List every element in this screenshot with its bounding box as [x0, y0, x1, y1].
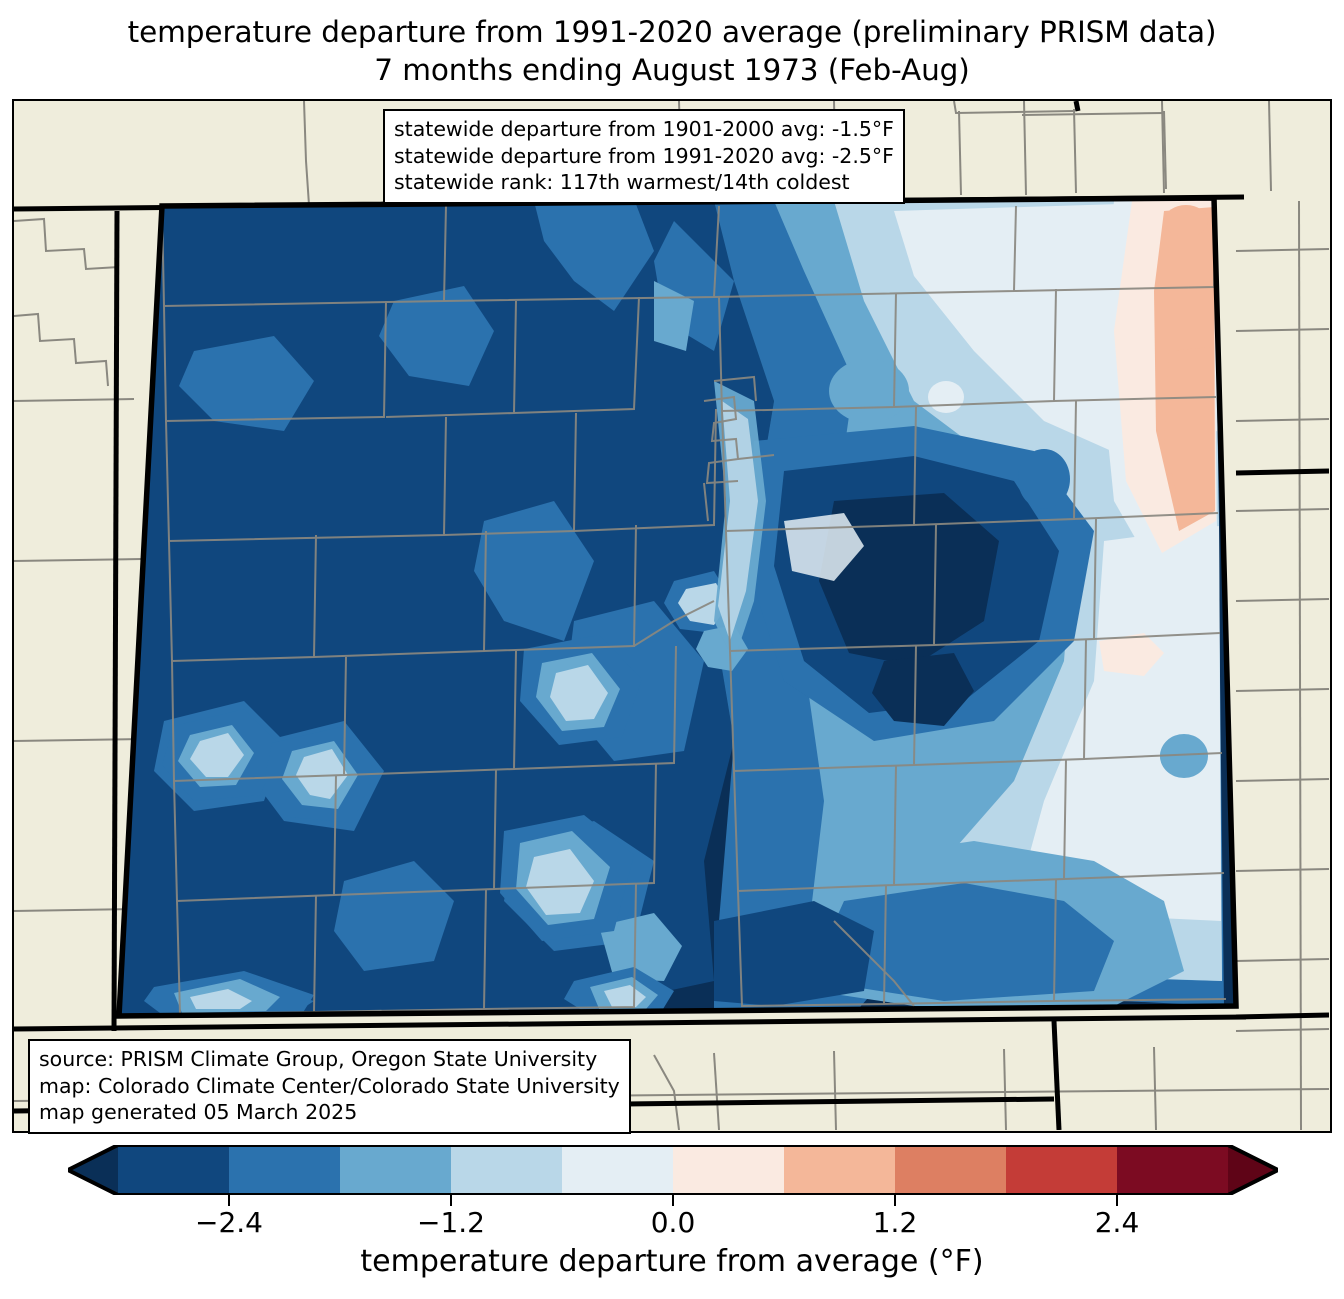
colorbar-tick-1 — [450, 1195, 452, 1206]
map-credit-line: map: Colorado Climate Center/Colorado St… — [39, 1073, 620, 1098]
colorbar-tick-label-1: −1.2 — [417, 1206, 485, 1239]
colorbar-ticks — [0, 1195, 1344, 1207]
colorbar-band-1 — [229, 1145, 341, 1195]
colorbar-band-4 — [562, 1145, 674, 1195]
colorbar-tick-2 — [672, 1195, 674, 1206]
colorbar-tick-4 — [1116, 1195, 1118, 1206]
colorbar-band-8 — [1006, 1145, 1118, 1195]
stat-departure-1901-2000: statewide departure from 1901-2000 avg: … — [394, 117, 894, 141]
colorbar-band-5 — [673, 1145, 785, 1195]
colorbar-tick-label-0: −2.4 — [195, 1206, 263, 1239]
colorbar-tick-labels: −2.4 −1.2 0.0 1.2 2.4 — [0, 1206, 1344, 1244]
statistics-annotation-box: statewide departure from 1901-2000 avg: … — [383, 109, 905, 204]
colorbar-axis-label: temperature departure from average (°F) — [360, 1244, 984, 1279]
colorbar-band-2 — [340, 1145, 452, 1195]
map-generated-line: map generated 05 March 2025 — [39, 1100, 358, 1125]
colorbar-swatches — [68, 1145, 1278, 1195]
figure-title: temperature departure from 1991-2020 ave… — [0, 14, 1344, 90]
southeast-cold-return — [714, 736, 1204, 1006]
colorado-anomaly-map — [14, 101, 1329, 1130]
colorbar-tick-label-4: 2.4 — [1094, 1206, 1140, 1239]
source-line: source: PRISM Climate Group, Oregon Stat… — [39, 1047, 598, 1071]
colorbar-band-7 — [895, 1145, 1007, 1195]
colorbar-tick-label-3: 1.2 — [872, 1206, 918, 1239]
colorbar-tick-0 — [228, 1195, 230, 1206]
source-annotation-box: source: PRISM Climate Group, Oregon Stat… — [28, 1039, 631, 1134]
title-line-2: 7 months ending August 1973 (Feb-Aug) — [374, 52, 970, 87]
title-line-1: temperature departure from 1991-2020 ave… — [127, 15, 1217, 49]
stat-departure-1991-2020: statewide departure from 1991-2020 avg: … — [394, 143, 894, 168]
colorbar-band-3 — [451, 1145, 563, 1195]
stat-statewide-rank: statewide rank: 117th warmest/14th colde… — [394, 170, 850, 195]
colorbar-tick-3 — [894, 1195, 896, 1206]
colorbar: −2.4 −1.2 0.0 1.2 2.4 temperature departure … — [0, 1138, 1344, 1299]
colorbar-tick-label-2: 0.0 — [650, 1206, 696, 1239]
colorbar-under-cap — [68, 1145, 118, 1195]
colorado-county-lines — [161, 198, 1227, 1016]
colorbar-over-cap — [1228, 1145, 1278, 1195]
eastern-cold-cores — [749, 426, 1094, 741]
colorbar-band-6 — [784, 1145, 896, 1195]
colorbar-band-9 — [1117, 1145, 1229, 1195]
map-panel — [12, 99, 1332, 1133]
colorbar-band-0 — [118, 1145, 230, 1195]
anomaly-contour-field — [119, 198, 1236, 1016]
